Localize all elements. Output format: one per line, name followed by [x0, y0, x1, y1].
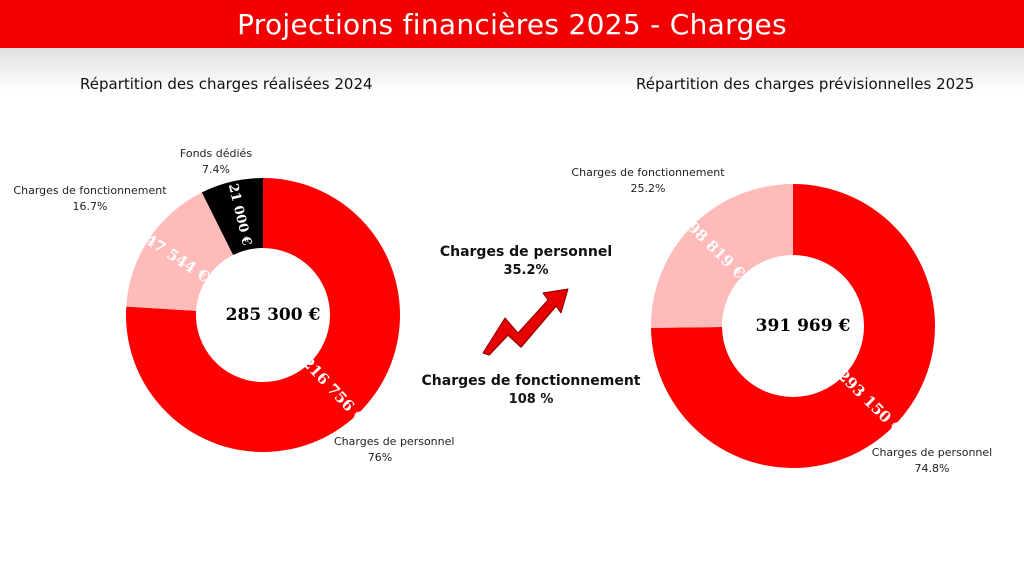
slice-category-label-charges-de-personnel: Charges de personnel	[334, 435, 454, 448]
callout-personnel: Charges de personnel 35.2%	[440, 244, 612, 278]
callout-fonctionnement-value: 108 %	[508, 392, 554, 407]
slice-fonds-dedies	[201, 178, 263, 256]
slice-percent-label-charges-de-personnel: 76%	[368, 451, 392, 464]
trend-arrow-icon	[482, 288, 569, 356]
slice-percent-label-charges-de-personnel: 74.8%	[915, 462, 950, 475]
slice-category-label-charges-de-fonctionnement: Charges de fonctionnement	[571, 166, 725, 179]
header-banner: Projections financières 2025 - Charges	[0, 0, 1024, 48]
slice-charges-de-fonctionnement	[126, 192, 234, 311]
slice-percent-label-fonds-dedies: 7.4%	[202, 163, 230, 176]
donut-total-label: 391 969 €	[756, 316, 851, 336]
slice-charges-de-fonctionnement	[651, 184, 793, 328]
slice-charges-de-personnel	[651, 184, 936, 468]
slice-category-label-charges-de-fonctionnement: Charges de fonctionnement	[13, 184, 167, 197]
chart-title-2025: Répartition des charges prévisionnelles …	[636, 75, 975, 93]
callout-fonctionnement: Charges de fonctionnement 108 %	[422, 373, 641, 407]
chart-title-2024: Répartition des charges réalisées 2024	[80, 75, 373, 93]
callout-personnel-label: Charges de personnel	[439, 244, 613, 260]
slice-category-label-charges-de-personnel: Charges de personnel	[872, 446, 992, 459]
slice-percent-label-charges-de-fonctionnement: 16.7%	[73, 200, 108, 213]
donut-total-label: 285 300 €	[226, 305, 321, 325]
callout-fonctionnement-label: Charges de fonctionnement	[421, 373, 641, 389]
callout-personnel-value: 35.2%	[503, 263, 549, 278]
slice-category-label-fonds-dedies: Fonds dédiés	[180, 147, 252, 160]
slice-percent-label-charges-de-fonctionnement: 25.2%	[631, 182, 666, 195]
page-title: Projections financières 2025 - Charges	[237, 7, 787, 41]
slice-charges-de-personnel	[126, 178, 400, 452]
